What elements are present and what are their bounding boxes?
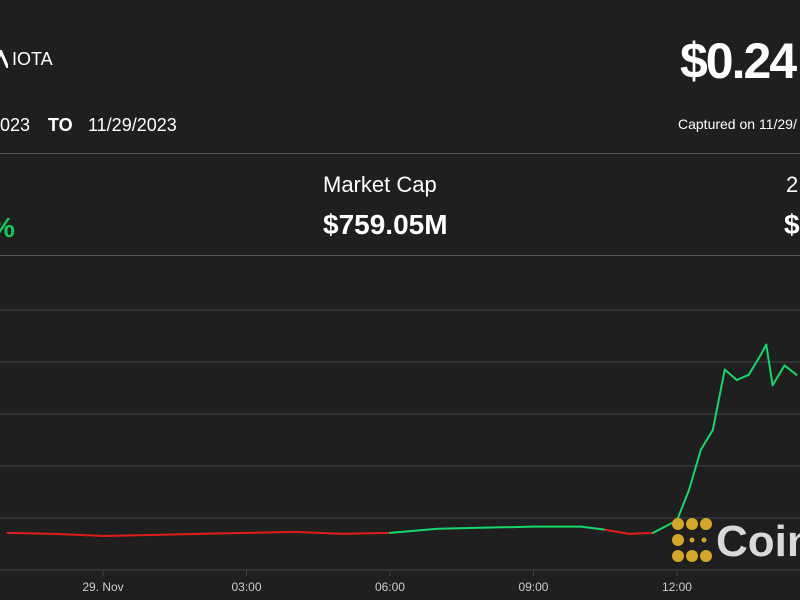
price-line-segment [699,428,714,451]
price-line-segment [6,531,57,535]
divider [0,153,800,154]
x-tick-label: 29. Nov [82,580,123,594]
price-line-segment [436,526,487,530]
price-line-segment [783,364,798,376]
price-line-segment [245,530,296,534]
market-cap-value: $759.05M [323,209,448,240]
price-chart: 29. Nov 03:00 06:00 09:00 12:00 Coin [0,309,800,594]
price-line-segment [484,525,535,529]
price-line-segment [197,531,248,535]
x-tick-label: 09:00 [518,580,548,594]
x-tick-label: 12:00 [662,580,692,594]
volume-label: 2 [786,172,799,197]
market-cap-label: Market Cap [323,172,437,197]
price-line-segment [687,448,702,492]
price-line-segment [102,533,152,537]
volume-value: $ [784,209,800,240]
price-line-segment [711,368,726,431]
price-line-segment [341,531,391,535]
price-line-segment [54,532,104,537]
price-line-segment [388,527,439,534]
price-line-segment [628,531,655,535]
coindesk-logo-icon [672,518,712,562]
current-price: $0.24 [680,33,797,89]
price-line-segment [771,364,786,387]
price-line-segment [580,525,607,531]
divider [0,255,800,256]
price-line-segment [747,354,762,376]
price-line-segment [675,489,690,522]
asset-name: IOTA [12,49,53,69]
iota-logo-icon [0,50,8,68]
x-tick-label: 03:00 [231,580,261,594]
price-line-segment [735,373,750,381]
date-to: 11/29/2023 [88,115,177,135]
captured-timestamp: Captured on 11/29/ [678,116,797,132]
price-line-segment [759,343,768,357]
price-line-segment [149,532,200,536]
price-line-segment [723,368,738,381]
to-label: TO [48,115,73,135]
x-tick-label: 06:00 [375,580,405,594]
date-from: 023 [0,115,31,135]
price-line-segment [293,530,344,535]
price-line-segment [765,343,774,387]
price-line-segment [604,528,631,535]
change-value: % [0,212,15,244]
watermark-text: Coin [716,517,800,566]
